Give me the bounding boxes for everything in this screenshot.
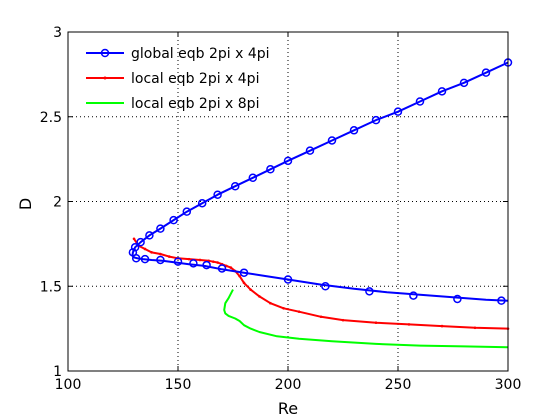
y-tick-label: 1: [53, 364, 62, 380]
data-point-global: [156, 255, 165, 265]
data-point-local-4pi: [242, 281, 246, 285]
data-point-local-4pi: [282, 306, 285, 310]
grid: [68, 32, 508, 371]
x-tick-label: 200: [275, 377, 302, 393]
data-point-global: [189, 259, 198, 268]
data-point-global: [321, 282, 330, 291]
series-line-local-4pi: [133, 238, 509, 330]
x-axis-label: Re: [278, 399, 298, 418]
data-point-global: [202, 260, 211, 270]
axis-ticks: 100 150 200 250 300 1 1.5 2 2.5 3: [40, 25, 522, 393]
legend-label-local-4pi: local eqb 2pi x 4pi: [131, 71, 259, 87]
data-point-local-4pi: [187, 257, 191, 261]
y-tick-label: 1.5: [40, 279, 62, 295]
data-point-global: [230, 181, 240, 191]
data-point-global: [156, 224, 165, 233]
data-point-global: [453, 294, 462, 304]
data-point-global: [497, 296, 506, 305]
data-point-global: [415, 97, 425, 106]
data-point-local-4pi: [229, 266, 233, 269]
data-point-global: [173, 257, 183, 266]
data-point-global: [409, 291, 418, 300]
data-point-global: [437, 87, 447, 96]
data-point-global: [248, 173, 258, 183]
data-point-global: [136, 237, 145, 247]
data-point-local-4pi: [216, 261, 219, 264]
data-point-global: [371, 115, 381, 125]
y-tick-label: 2: [53, 195, 62, 211]
data-point-global: [131, 254, 141, 263]
data-point-local-4pi: [440, 324, 444, 328]
data-point-global: [327, 136, 337, 145]
data-point-local-4pi: [319, 315, 323, 319]
data-point-global: [283, 275, 293, 284]
series-layer: [128, 58, 513, 349]
y-axis-label: D: [16, 198, 35, 210]
legend: global eqb 2pi x 4pi local eqb 2pi x 4pi…: [86, 46, 270, 112]
legend-marker-global: [100, 48, 110, 58]
data-point-local-4pi: [374, 321, 378, 324]
data-point-local-4pi: [150, 251, 153, 254]
data-point-global: [365, 287, 374, 296]
data-point-local-4pi: [143, 247, 147, 251]
data-point-local-4pi: [258, 295, 261, 298]
data-point-local-4pi: [211, 260, 215, 263]
data-point-global: [459, 78, 469, 88]
series-line-local-8pi: [223, 289, 509, 349]
data-point-global: [213, 190, 222, 199]
data-point-local-4pi: [238, 274, 241, 278]
data-point-global: [145, 231, 154, 240]
data-point-global: [197, 198, 207, 208]
data-point-global: [283, 156, 293, 166]
data-point-local-4pi: [297, 310, 301, 313]
legend-label-local-8pi: local eqb 2pi x 8pi: [131, 96, 259, 112]
series-line-global: [131, 61, 509, 302]
data-point-global: [169, 215, 178, 225]
y-tick-label: 3: [53, 25, 62, 41]
data-point-local-4pi: [269, 301, 272, 305]
data-point-local-4pi: [198, 258, 202, 262]
legend-marker-local-4pi: [103, 76, 107, 80]
data-point-local-4pi: [159, 252, 162, 256]
y-tick-label: 2.5: [40, 110, 62, 126]
data-point-local-4pi: [132, 237, 136, 241]
x-tick-label: 100: [55, 377, 82, 393]
data-point-global: [217, 264, 227, 273]
data-point-local-4pi: [167, 255, 171, 258]
data-point-global: [239, 268, 249, 277]
x-tick-label: 150: [165, 377, 192, 393]
data-point-global: [393, 107, 403, 116]
data-point-global: [266, 165, 275, 174]
legend-label-global: global eqb 2pi x 4pi: [131, 46, 270, 62]
data-point-local-4pi: [407, 323, 411, 326]
data-point-global: [305, 146, 315, 155]
data-point-local-4pi: [249, 288, 252, 291]
data-point-global: [182, 207, 192, 216]
data-point-global: [481, 68, 491, 77]
x-tick-label: 250: [385, 377, 412, 393]
data-point-local-4pi: [341, 318, 345, 322]
data-point-global: [349, 126, 359, 135]
x-tick-label: 300: [495, 377, 522, 393]
data-point-global: [140, 254, 150, 264]
data-point-global: [130, 243, 140, 252]
data-point-local-4pi: [473, 326, 477, 330]
